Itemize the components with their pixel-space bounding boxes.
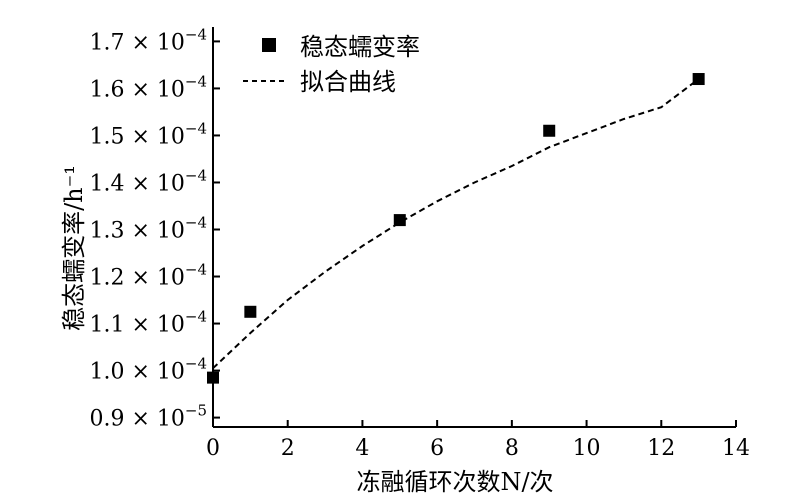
y-tick-label: 1.0 × 10−4 (89, 355, 207, 385)
x-tick-label: 10 (573, 436, 601, 461)
data-point (543, 124, 556, 137)
fit-curve (212, 78, 700, 369)
x-tick-label: 14 (722, 436, 750, 461)
axes (212, 27, 737, 428)
y-tick-label: 1.6 × 10−4 (89, 72, 207, 102)
x-tick-label: 2 (281, 436, 295, 461)
data-point (244, 305, 257, 318)
y-tick-labels: 0.9 × 10−5 1.0 × 10−4 1.1 × 10−4 1.2 × 10−4… (89, 25, 207, 431)
plot-area (207, 73, 705, 384)
x-axis-title: 冻融循环次数N/次 (356, 468, 553, 496)
legend-label-fit: 拟合曲线 (300, 68, 396, 96)
y-axis-title: 稳态蠕变率/h⁻¹ (60, 165, 88, 331)
x-tick-label: 12 (647, 436, 675, 461)
data-point (393, 214, 406, 227)
x-tick-label: 8 (505, 436, 519, 461)
y-tick-label: 1.7 × 10−4 (89, 25, 207, 55)
y-tick-label: 1.4 × 10−4 (89, 166, 207, 196)
legend: 稳态蠕变率 拟合曲线 (243, 33, 420, 96)
y-tick-label: 1.2 × 10−4 (89, 261, 207, 291)
y-tick-label: 1.5 × 10−4 (89, 119, 207, 149)
legend-label-scatter: 稳态蠕变率 (300, 33, 420, 61)
y-tick-label: 1.3 × 10−4 (89, 214, 207, 244)
x-tick-label: 6 (430, 436, 444, 461)
data-point (692, 73, 705, 86)
y-tick-label: 1.1 × 10−4 (89, 308, 207, 338)
x-tick-label: 0 (206, 436, 220, 461)
legend-marker-square (262, 38, 276, 52)
x-tick-label: 4 (355, 436, 369, 461)
y-tick-label: 0.9 × 10−5 (89, 402, 207, 432)
x-tick-labels: 0 2 4 6 8 10 12 14 (206, 436, 750, 461)
